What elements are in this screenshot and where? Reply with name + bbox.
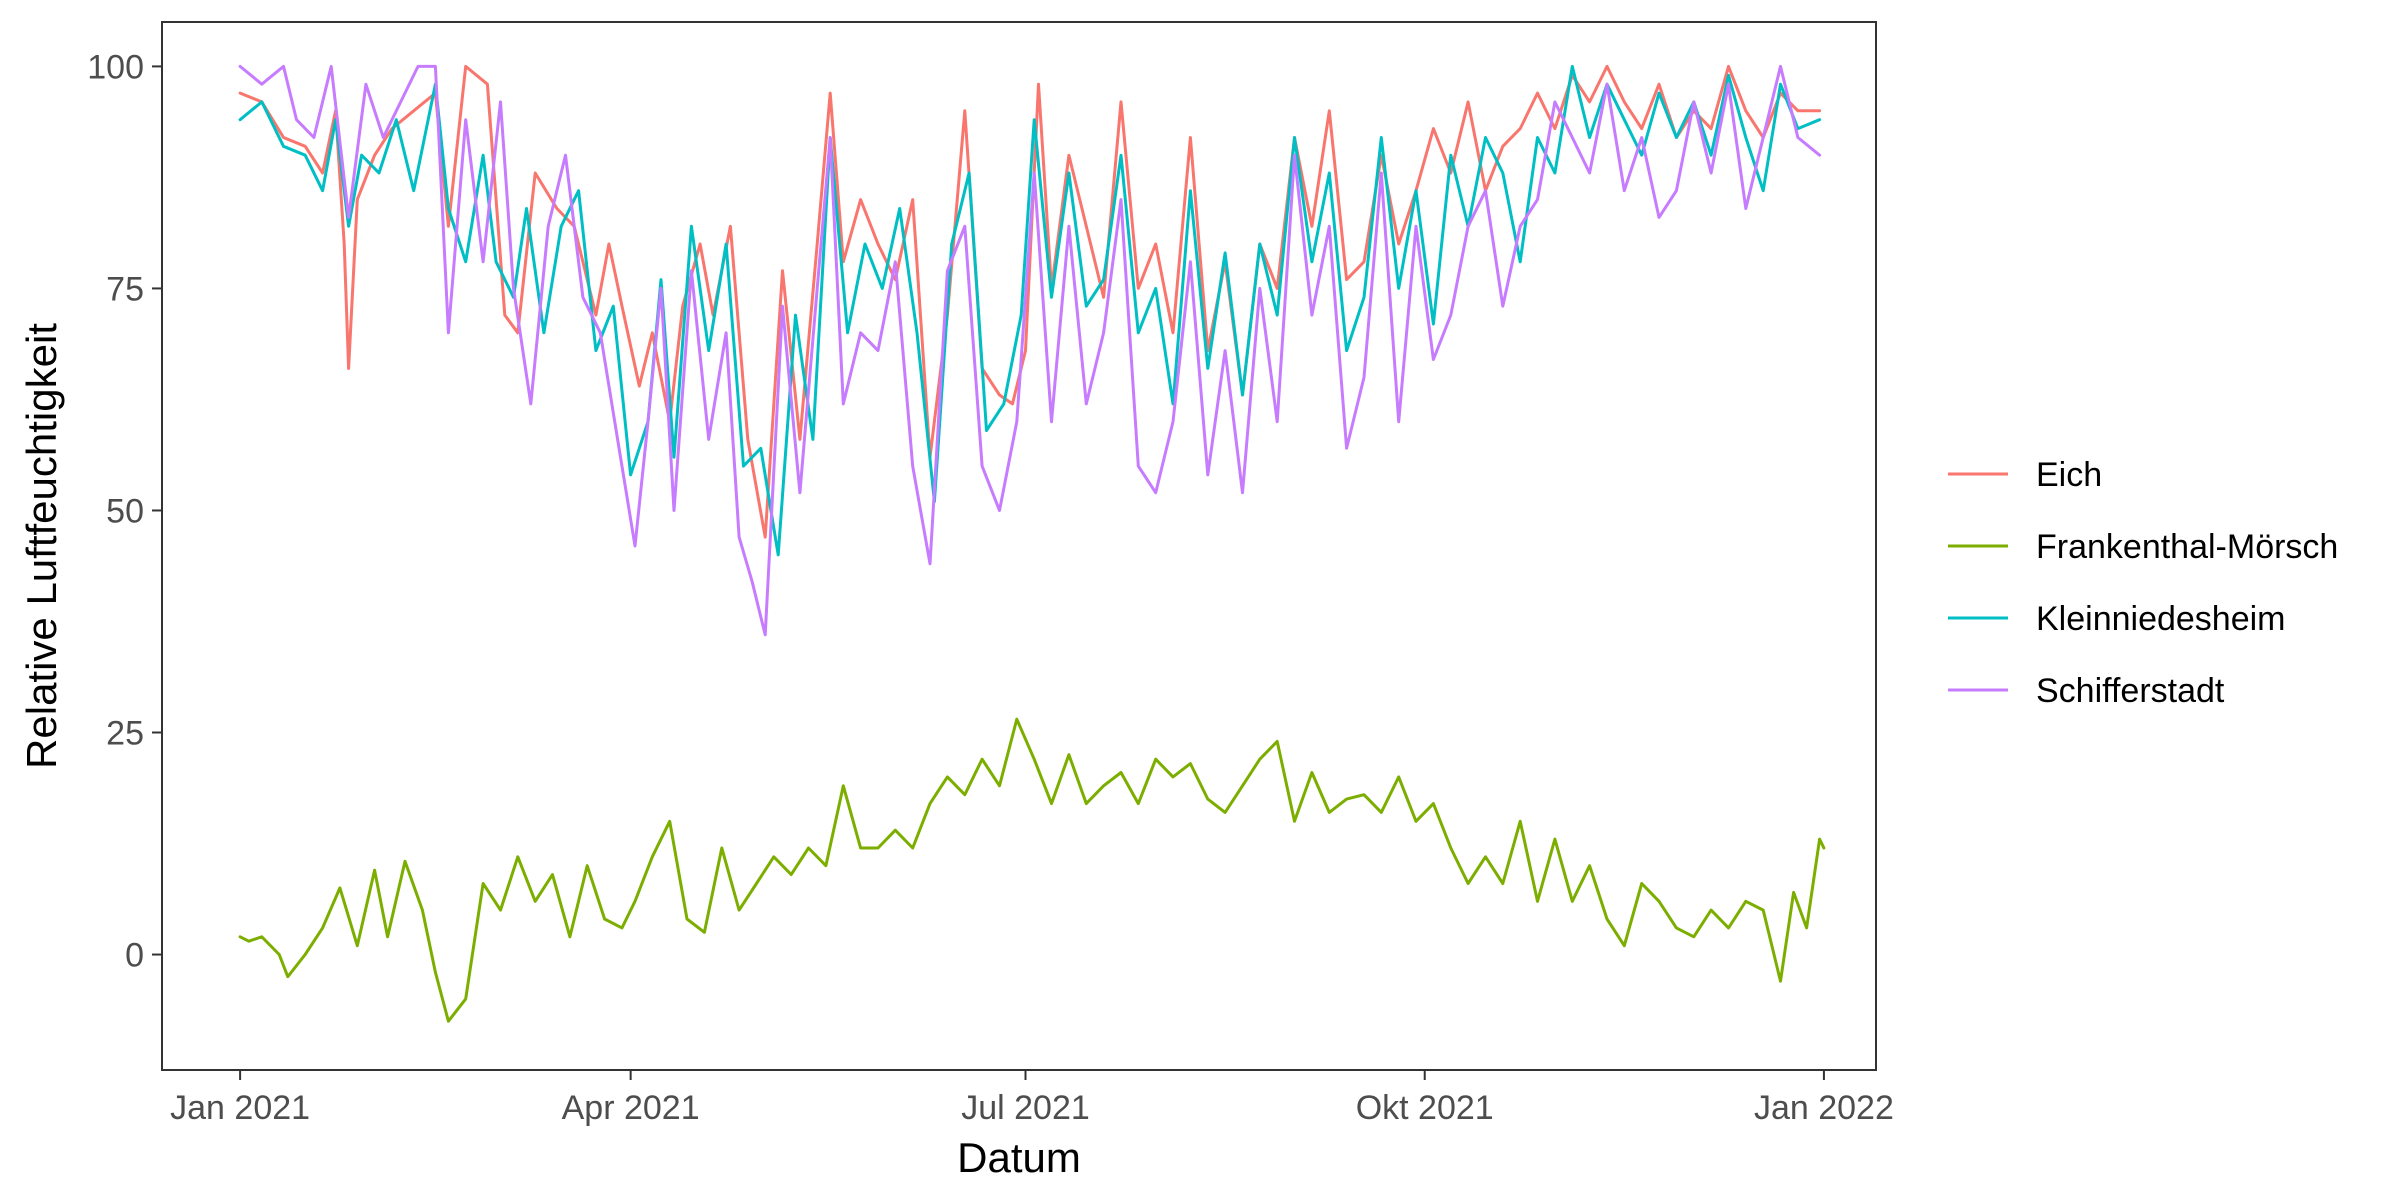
x-tick-label: Jan 2021	[170, 1089, 310, 1127]
x-axis-title: Datum	[957, 1134, 1081, 1181]
x-tick-label: Jan 2022	[1754, 1089, 1894, 1127]
series-line-2	[238, 64, 1822, 557]
series-line-1	[238, 717, 1826, 1023]
y-tick-label: 0	[125, 937, 144, 975]
y-tick-label: 50	[106, 492, 144, 530]
series-line-3	[238, 64, 1822, 637]
y-tick-label: 75	[106, 270, 144, 308]
x-tick-label: Jul 2021	[961, 1089, 1090, 1127]
legend-item-1: Frankenthal-Mörsch	[1948, 528, 2338, 566]
legend-label: Eich	[2036, 456, 2102, 494]
legend-item-0: Eich	[1948, 456, 2102, 494]
legend-label: Frankenthal-Mörsch	[2036, 528, 2338, 566]
y-axis-title: Relative Luftfeuchtigkeit	[18, 323, 65, 769]
series-lines	[238, 64, 1826, 1023]
y-tick-label: 25	[106, 715, 144, 753]
series-line-0	[238, 64, 1822, 539]
legend-label: Schifferstadt	[2036, 672, 2225, 710]
legend: Eich Frankenthal-Mörsch Kleinniedesheim Sch…	[1948, 456, 2338, 710]
x-tick-label: Apr 2021	[562, 1089, 700, 1127]
legend-item-2: Kleinniedesheim	[1948, 600, 2286, 638]
x-axis: Jan 2021 Apr 2021 Jul 2021 Okt 2021 Jan 2022	[170, 1070, 1894, 1127]
x-tick-label: Okt 2021	[1356, 1089, 1494, 1127]
legend-label: Kleinniedesheim	[2036, 600, 2286, 638]
y-tick-label: 100	[87, 48, 144, 86]
legend-item-3: Schifferstadt	[1948, 672, 2225, 710]
plot-panel	[161, 21, 1877, 1071]
y-axis: 0 25 50 75 100	[87, 48, 162, 975]
